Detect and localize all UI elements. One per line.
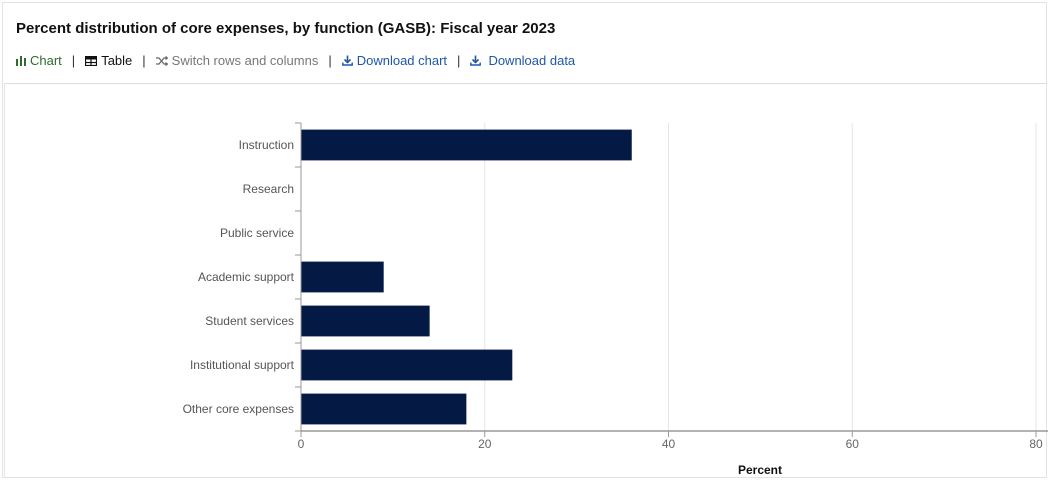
shuffle-icon: [155, 55, 168, 66]
x-tick-label: 0: [298, 437, 305, 451]
table-icon: [85, 55, 98, 66]
category-label: Other core expenses: [183, 402, 294, 416]
category-label: Research: [243, 182, 294, 196]
toolbar-separator: |: [142, 53, 146, 68]
bar-institutional-support[interactable]: [301, 349, 513, 381]
category-label: Public service: [220, 226, 294, 240]
bar-student-services[interactable]: [301, 305, 430, 337]
x-tick-label: 60: [846, 437, 860, 451]
bar-chart-icon: [16, 55, 26, 66]
switch-rows-columns-button[interactable]: Switch rows and columns: [155, 53, 319, 68]
toolbar-divider: [4, 83, 1047, 84]
toolbar-separator: |: [71, 53, 76, 68]
chart-toolbar: Chart | Table | Switch rows and columns …: [16, 53, 575, 68]
download-icon: [341, 55, 353, 66]
toolbar-separator: |: [457, 53, 461, 68]
toolbar-separator: |: [328, 53, 332, 68]
chart-left-border: [4, 83, 5, 478]
table-view-button[interactable]: Table: [85, 53, 132, 68]
x-tick-label: 80: [1029, 437, 1043, 451]
category-label: Instruction: [239, 138, 294, 152]
download-data-button[interactable]: Download data: [470, 53, 575, 68]
download-chart-label: Download chart: [356, 53, 448, 68]
bar-instruction[interactable]: [301, 129, 632, 161]
axes: 0 20 40 60 80 Instruction Research Public servi…: [183, 122, 1048, 451]
switch-rows-columns-label: Switch rows and columns: [171, 53, 319, 68]
category-label: Institutional support: [190, 358, 295, 372]
download-data-label: Download data: [488, 53, 576, 68]
gridlines: [484, 123, 1037, 431]
category-label: Academic support: [198, 270, 295, 284]
page-title: Percent distribution of core expenses, b…: [16, 20, 556, 37]
bar-academic-support[interactable]: [301, 261, 384, 293]
category-label: Student services: [205, 314, 294, 328]
bar-other-core-expenses[interactable]: [301, 393, 467, 425]
download-chart-button[interactable]: Download chart: [341, 53, 448, 68]
bars: [301, 129, 632, 425]
x-axis-title: Percent: [738, 463, 782, 477]
chart-view-button[interactable]: Chart: [16, 53, 62, 68]
x-tick-label: 20: [478, 437, 492, 451]
table-view-label: Table: [101, 53, 133, 68]
x-tick-label: 40: [662, 437, 676, 451]
download-icon: [470, 55, 482, 66]
chart-view-label: Chart: [30, 53, 62, 68]
